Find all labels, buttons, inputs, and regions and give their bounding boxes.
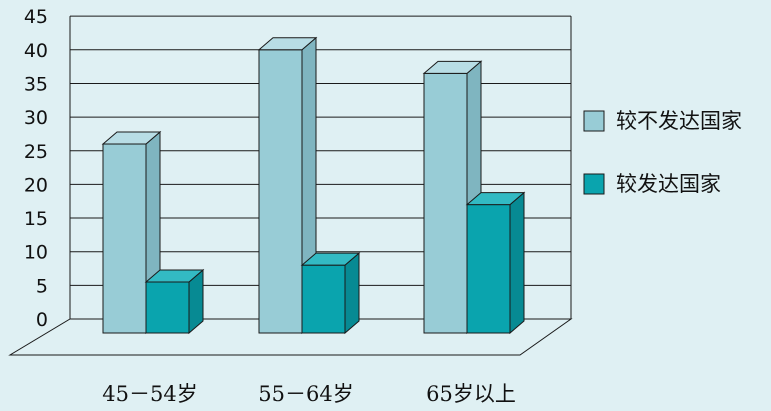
y-tick-label: 0 [36,309,48,331]
chart-floor [8,318,573,356]
legend-label: 较不发达国家 [616,109,742,133]
bar-front-face [102,143,147,334]
y-tick-label: 30 [24,107,48,129]
bar-front-face [145,281,190,334]
legend-swatch [583,173,605,195]
y-tick-label: 35 [24,73,48,95]
bar-top-face [101,131,162,145]
y-tick-label: 20 [24,174,48,196]
x-tick-label: 65岁以上 [426,382,516,406]
legend-swatch [583,110,605,132]
bar-top-face [144,269,205,283]
x-tick-label: 45－54岁 [102,382,197,406]
bar-front-face [258,49,303,334]
bar-top-face [257,37,318,51]
x-tick-label: 55－64岁 [258,382,353,406]
bar-top-face [465,192,526,206]
bar-front-face [423,72,468,334]
bar [300,252,361,335]
bar-top-face [300,252,361,266]
y-tick-label: 40 [24,40,48,62]
bar [144,268,205,335]
bar-front-face [466,204,511,334]
bar-front-face [301,264,346,334]
y-tick-label: 45 [24,6,48,28]
bar-side-face [509,191,525,335]
bar [465,191,526,335]
y-tick-label: 25 [24,141,48,163]
bar-top-face [422,60,483,74]
bar-side-face [344,252,360,335]
legend-label: 较发达国家 [616,172,721,196]
y-tick-label: 5 [36,275,48,297]
y-tick-label: 15 [24,208,48,230]
y-tick-label: 10 [24,242,48,264]
